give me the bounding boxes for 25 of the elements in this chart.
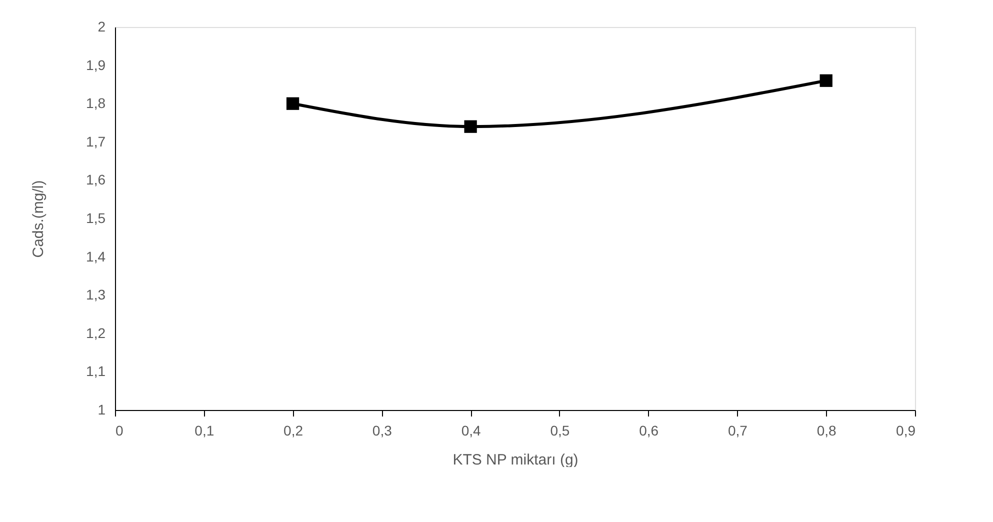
y-tick-label: 1,2 [86,324,106,341]
y-axis-title: Cads.(mg/l) [30,180,48,258]
y-tick-label: 1,7 [86,133,106,150]
point [464,120,477,133]
y-tick-label: 1,3 [86,286,106,303]
point [820,74,832,87]
x-tick-label: 0,6 [639,422,659,438]
y-tick-label: 1,8 [86,95,106,112]
x-tick-label: 0,3 [372,422,392,438]
x-tick-label: 0,8 [816,422,837,438]
x-tick-label: 0,4 [461,422,481,438]
x-tick-label: 0,1 [194,422,214,438]
x-tick-label: 0,9 [896,422,916,438]
y-tick-label: 1,9 [86,56,106,73]
y-tick-label: 1,6 [86,172,106,188]
y-tick-label: 1,5 [86,210,106,226]
y-tick-label: 1,1 [86,363,106,380]
x-tick-label: 0,7 [728,422,748,438]
y-tick-label: 1,4 [86,248,106,264]
x-tick-label: 0,5 [550,422,570,438]
point [286,97,300,110]
x-tick-label: 0 [116,422,124,438]
y-tick-label: 1 [98,402,106,418]
y-tick-label: 2 [98,18,106,34]
x-tick-label: 0,2 [284,422,304,438]
